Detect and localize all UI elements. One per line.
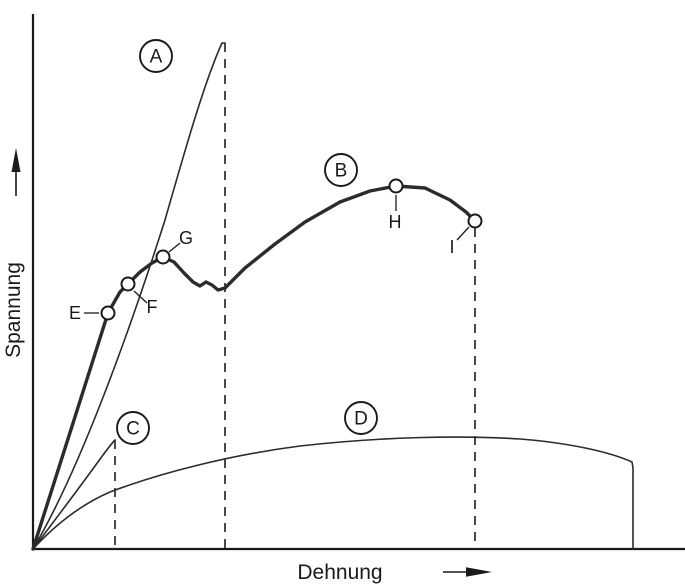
curve-c — [32, 439, 116, 550]
badge-circle-a — [139, 39, 173, 73]
badge-circle-c — [116, 411, 150, 445]
badge-circle-b — [324, 153, 358, 187]
curve-badges-group: A B C D — [116, 39, 378, 445]
marker-point-e — [100, 305, 116, 321]
dashed-lines-group — [114, 43, 476, 549]
curve-d — [32, 436, 634, 550]
leader-line-g — [168, 242, 181, 253]
axes-group — [31, 14, 685, 551]
markers-group: E F G H I — [69, 178, 483, 323]
curves-group — [31, 42, 634, 551]
marker-point-g — [155, 249, 171, 265]
marker-label-e: E — [69, 303, 81, 323]
marker-point-h — [388, 178, 404, 194]
badge-label-c: C — [126, 419, 140, 440]
badge-label-b: B — [335, 161, 348, 182]
badge-label-a: A — [150, 47, 163, 68]
marker-label-i: I — [449, 237, 454, 257]
marker-point-f — [120, 276, 136, 292]
curve-a — [32, 42, 226, 550]
marker-label-g: G — [179, 228, 193, 248]
badge-label-d: D — [354, 409, 368, 430]
y-axis-title: Spannung — [2, 262, 25, 358]
x-axis-title-group: Dehnung — [297, 561, 492, 584]
curve-b — [31, 184, 477, 551]
marker-label-f: F — [147, 297, 158, 317]
y-axis-title-group: Spannung — [2, 148, 25, 358]
marker-point-i — [467, 213, 483, 229]
leader-line-i — [456, 226, 470, 241]
marker-label-h: H — [389, 212, 402, 232]
up-arrow-icon — [11, 148, 21, 196]
leader-line-f — [133, 290, 148, 304]
x-axis-title: Dehnung — [297, 561, 382, 584]
badge-circle-d — [344, 401, 378, 435]
right-arrow-icon — [443, 567, 492, 577]
